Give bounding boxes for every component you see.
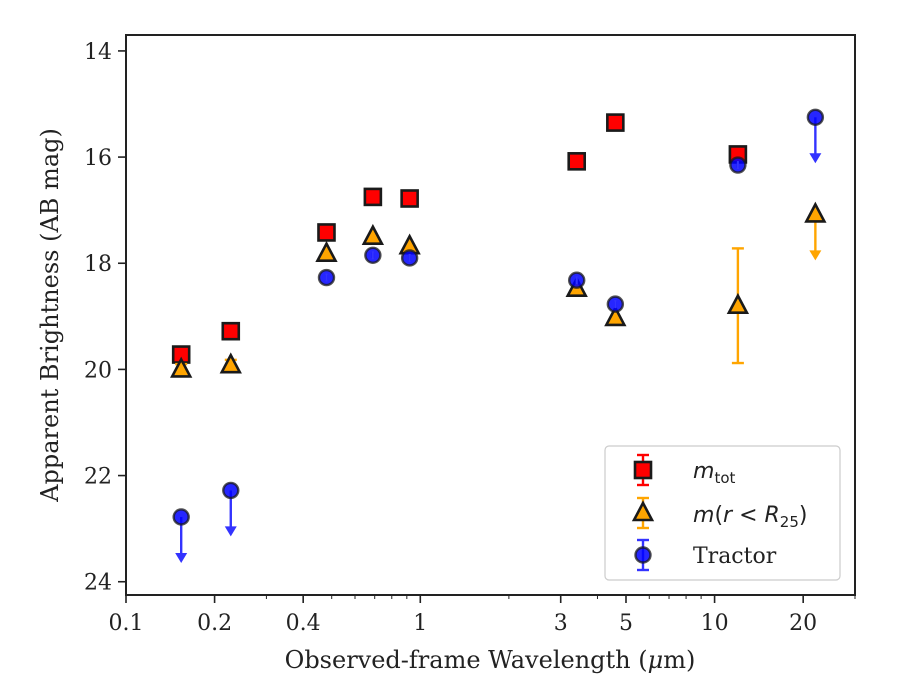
- upper-limit-arrow-head: [809, 153, 822, 164]
- upper-limit-arrow-head: [224, 526, 237, 537]
- data-point-circle: [222, 481, 240, 500]
- upper-limit-arrow-head: [809, 250, 822, 261]
- data-marks: [170, 108, 827, 563]
- legend-marker-square: [633, 460, 653, 480]
- legend-box: [604, 445, 841, 581]
- x-tick-label: 5: [619, 611, 633, 636]
- data-point-triangle: [804, 201, 827, 223]
- plot-frame: [125, 34, 856, 596]
- y-tick-label: 22: [84, 465, 112, 490]
- y-tick-label: 24: [84, 571, 112, 596]
- y-axis-label: Apparent Brightness (AB mag): [36, 128, 64, 503]
- legend-label-mtot: mtot: [693, 459, 735, 487]
- x-axis-label: Observed-frame Wavelength (μm): [285, 646, 696, 674]
- x-tick-label: 20: [789, 611, 817, 636]
- legend-label-tractor: Tractor: [693, 544, 777, 569]
- x-tick-label: 10: [701, 611, 729, 636]
- data-point-circle: [172, 508, 190, 526]
- y-tick-label: 18: [84, 252, 112, 277]
- x-tick-label: 0.1: [109, 611, 144, 636]
- y-tick-label: 16: [84, 146, 112, 171]
- x-tick-label: 0.4: [286, 611, 321, 636]
- data-point-circle: [806, 108, 825, 126]
- x-tick-label: 3: [554, 611, 568, 636]
- y-tick-label: 14: [84, 40, 112, 65]
- y-tick-label: 20: [84, 358, 112, 383]
- tick-labels: 0.1 0.2 0.4 1 3 5 10 20 14 16 18 20 22 24: [84, 40, 817, 636]
- legend-marker-triangle: [631, 500, 655, 522]
- x-tick-label: 1: [413, 611, 427, 636]
- x-tick-label: 0.2: [197, 611, 232, 636]
- upper-limit-arrow-head: [175, 552, 188, 563]
- legend-label-mr25: m(r < R25): [693, 503, 807, 531]
- legend-marker-circle: [634, 546, 652, 564]
- legend: mtot m(r < R25) Tractor: [604, 445, 841, 581]
